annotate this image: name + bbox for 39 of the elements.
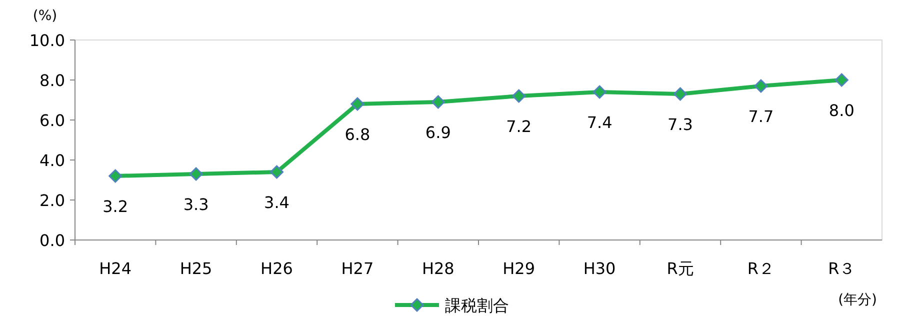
x-tick-label: R元 bbox=[666, 259, 694, 278]
x-tick-label: H30 bbox=[583, 259, 616, 278]
data-label: 7.3 bbox=[668, 115, 693, 134]
point bbox=[350, 97, 364, 111]
point bbox=[834, 73, 848, 87]
legend-label: 課税割合 bbox=[445, 296, 509, 315]
point bbox=[592, 85, 606, 99]
y-tick-label: 4.0 bbox=[40, 151, 65, 170]
data-label: 3.2 bbox=[102, 197, 128, 216]
x-tick-label: H28 bbox=[422, 259, 454, 278]
data-label: 3.3 bbox=[183, 195, 209, 214]
y-tick-label: 0.0 bbox=[40, 231, 65, 250]
data-label: 7.7 bbox=[748, 107, 774, 126]
x-tick-label: H29 bbox=[502, 259, 536, 278]
x-tick-label: R２ bbox=[747, 259, 775, 278]
x-tick-label: R３ bbox=[828, 259, 856, 278]
data-label: 7.2 bbox=[506, 117, 532, 136]
y-axis-title: (%) bbox=[32, 8, 58, 24]
y-tick-label: 10.0 bbox=[29, 31, 65, 50]
x-tick-label: H25 bbox=[180, 259, 212, 278]
point bbox=[270, 165, 284, 179]
point bbox=[431, 95, 445, 109]
point bbox=[512, 89, 526, 103]
data-label: 6.8 bbox=[344, 125, 370, 144]
data-label: 7.4 bbox=[586, 113, 612, 132]
y-tick-label: 8.0 bbox=[40, 71, 65, 90]
x-tick-label: H26 bbox=[260, 259, 293, 278]
x-axis-title: (年分) bbox=[838, 292, 877, 308]
x-tick-label: H24 bbox=[99, 259, 132, 278]
point bbox=[108, 169, 122, 183]
point bbox=[674, 87, 687, 101]
x-tick-label: H27 bbox=[341, 259, 374, 278]
y-tick-label: 6.0 bbox=[40, 111, 65, 130]
y-tick-label: 2.0 bbox=[40, 191, 65, 210]
point bbox=[189, 167, 203, 181]
data-label: 8.0 bbox=[828, 101, 854, 120]
data-label: 3.4 bbox=[264, 193, 290, 212]
point bbox=[754, 79, 768, 93]
data-label: 6.9 bbox=[425, 123, 451, 142]
